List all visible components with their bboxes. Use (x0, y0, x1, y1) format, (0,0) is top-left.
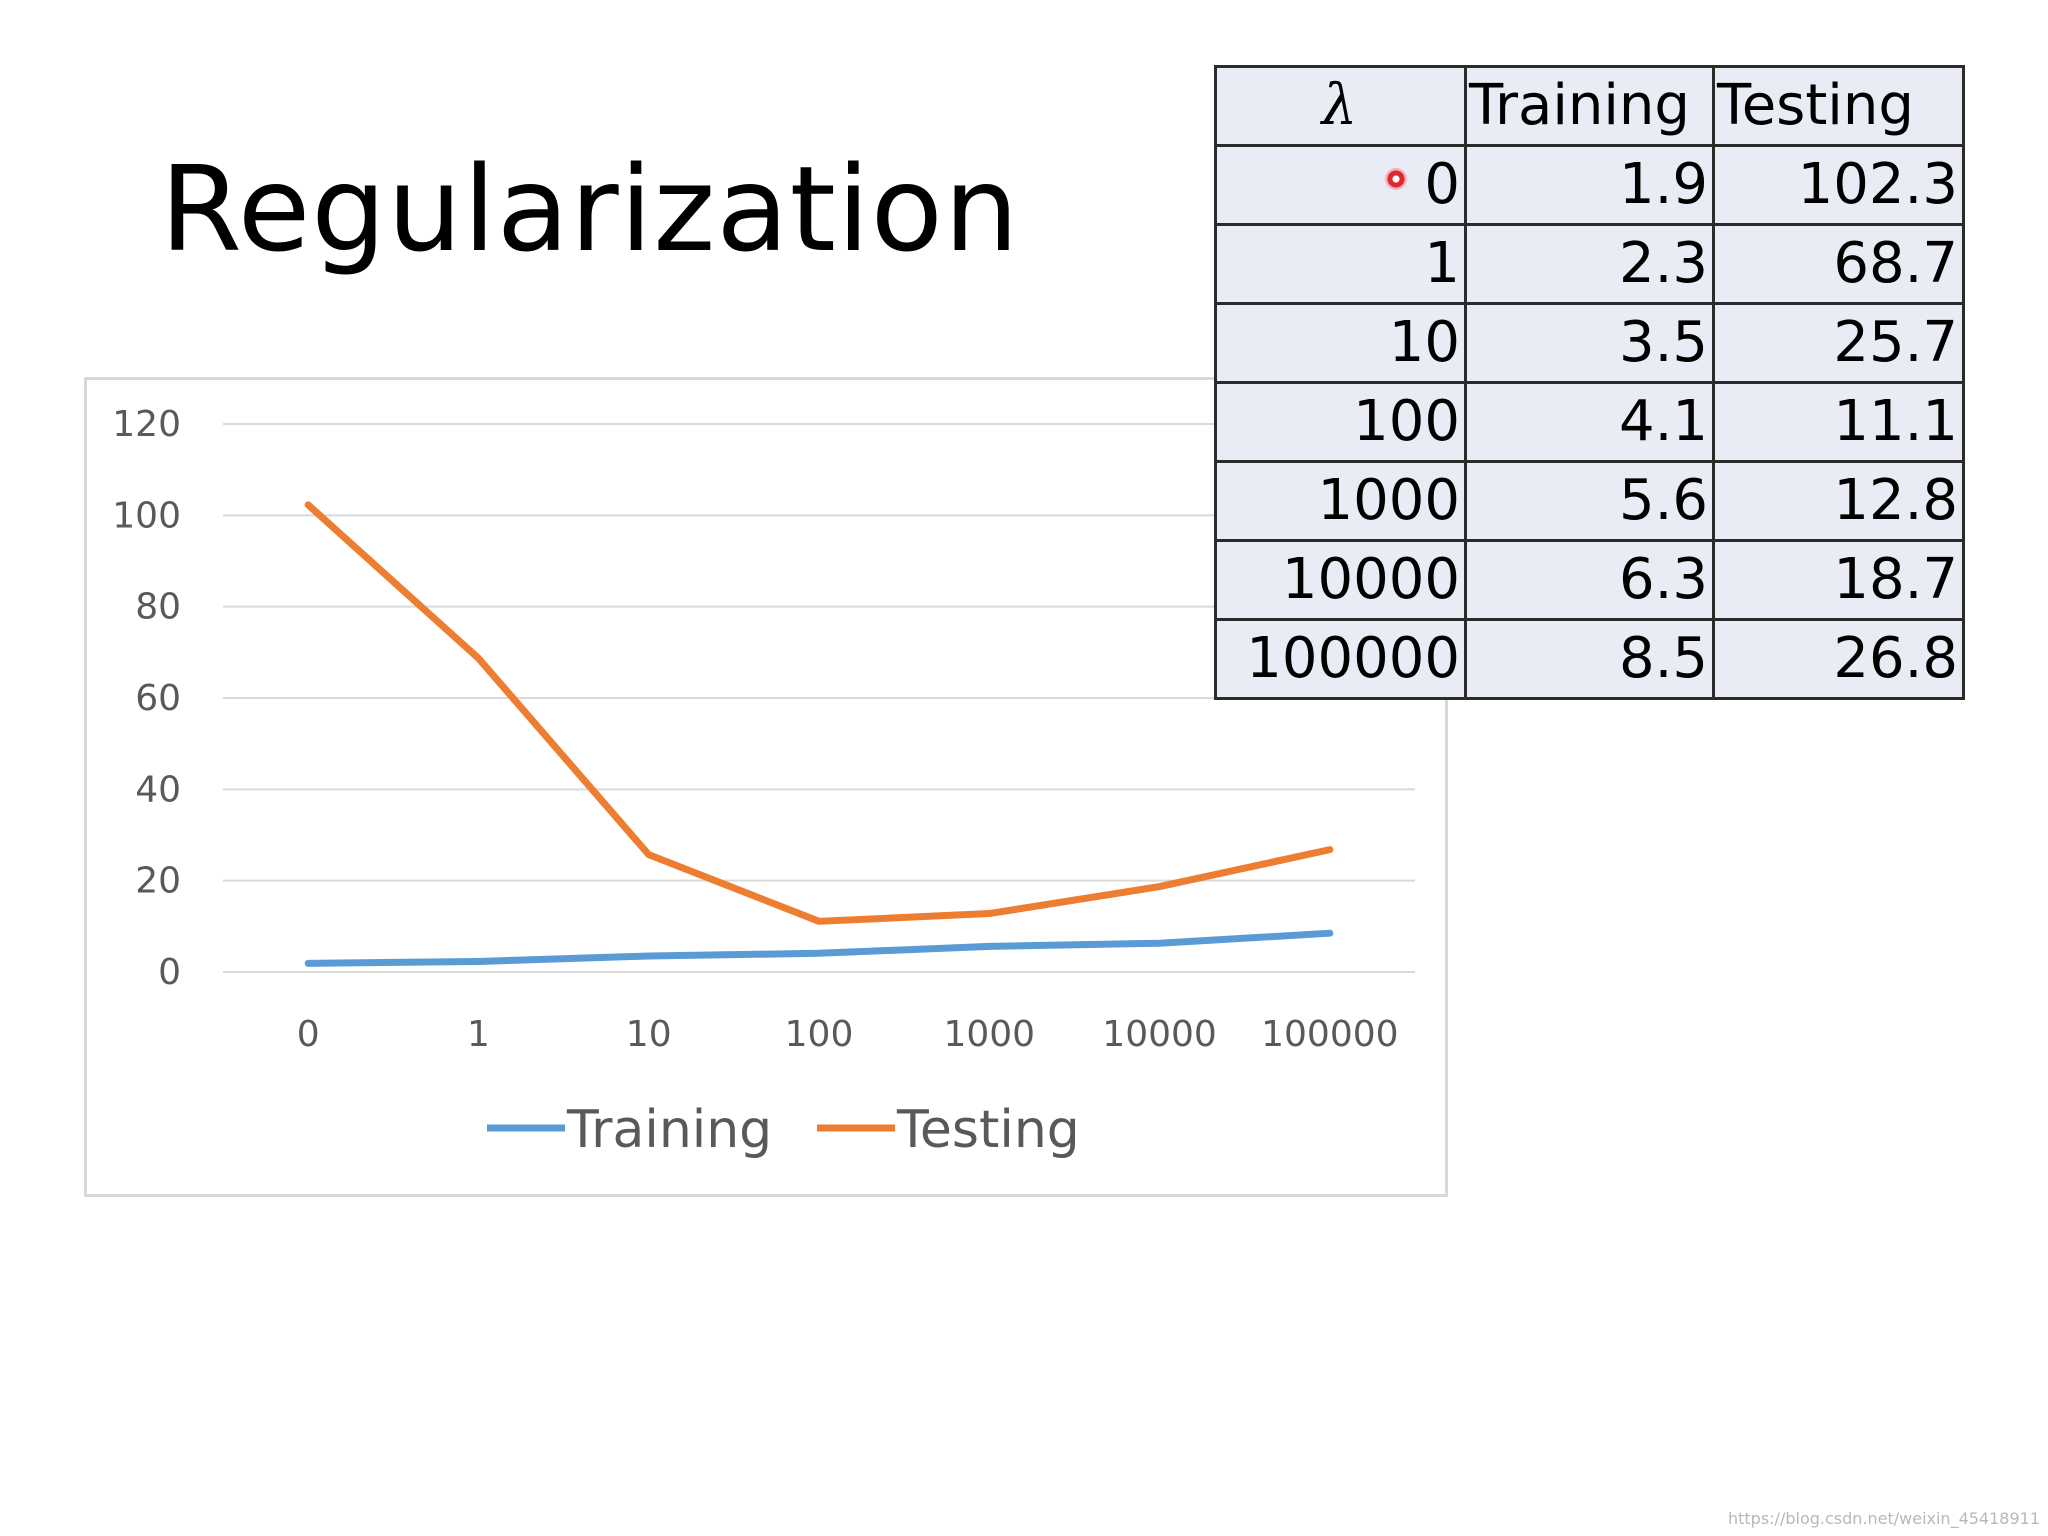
x-tick-label: 10 (626, 1014, 672, 1055)
x-tick-label: 1000 (943, 1014, 1035, 1055)
table-cell-lambda: 100 (1214, 381, 1467, 463)
table-row: 1 2.3 68.7 (1214, 223, 1965, 305)
y-tick-label: 100 (112, 495, 181, 536)
table-row: 10 3.5 25.7 (1214, 302, 1965, 384)
table-cell-training: 1.9 (1464, 144, 1715, 226)
table-cell-testing: 68.7 (1712, 223, 1965, 305)
y-tick-label: 0 (158, 952, 181, 993)
series-line-testing (304, 501, 1334, 925)
table-cell-testing: 11.1 (1712, 381, 1965, 463)
table-cell-lambda: 1 (1214, 223, 1467, 305)
y-tick-label: 20 (135, 861, 181, 902)
table-cell-testing: 25.7 (1712, 302, 1965, 384)
x-tick-label: 100 (785, 1014, 854, 1055)
x-tick-label: 10000 (1102, 1014, 1217, 1055)
table-cell-lambda: 1000 (1214, 460, 1467, 542)
data-table: λ Training Testing 0 1.9 102.3 1 2.3 68.… (1214, 65, 1965, 700)
x-tick-label: 1 (467, 1014, 490, 1055)
table-cell-lambda: 0 (1214, 144, 1467, 226)
y-tick-label: 60 (135, 678, 181, 719)
table-header-training: Training (1464, 65, 1715, 147)
table-cell-training: 2.3 (1464, 223, 1715, 305)
table-cell-testing: 26.8 (1712, 618, 1965, 700)
table-cell-lambda: 10 (1214, 302, 1467, 384)
table-row: 0 1.9 102.3 (1214, 144, 1965, 226)
table-row: 10000 6.3 18.7 (1214, 539, 1965, 621)
table-cell-testing: 12.8 (1712, 460, 1965, 542)
table-cell-lambda: 100000 (1214, 618, 1467, 700)
table-cell-testing: 18.7 (1712, 539, 1965, 621)
slide-title: Regularization (160, 140, 1020, 278)
watermark: https://blog.csdn.net/weixin_45418911 (1727, 1509, 2040, 1528)
table-row: 100 4.1 11.1 (1214, 381, 1965, 463)
table-row: 100000 8.5 26.8 (1214, 618, 1965, 700)
y-tick-label: 80 (135, 587, 181, 628)
legend-label-training: Training (566, 1100, 772, 1160)
table-cell-training: 4.1 (1464, 381, 1715, 463)
table-cell-training: 6.3 (1464, 539, 1715, 621)
table-header-row: λ Training Testing (1214, 65, 1965, 147)
pointer-cursor-icon (1385, 168, 1407, 190)
x-tick-label: 0 (297, 1014, 320, 1055)
x-tick-label: 100000 (1261, 1014, 1398, 1055)
table-cell-training: 3.5 (1464, 302, 1715, 384)
table-header-lambda: λ (1214, 65, 1467, 147)
table-cell-lambda: 10000 (1214, 539, 1467, 621)
table-cell-training: 8.5 (1464, 618, 1715, 700)
y-tick-label: 120 (112, 404, 181, 445)
table-row: 1000 5.6 12.8 (1214, 460, 1965, 542)
table-cell-training: 5.6 (1464, 460, 1715, 542)
legend-label-testing: Testing (896, 1100, 1080, 1160)
series-line-training (304, 929, 1334, 967)
table-header-testing: Testing (1712, 65, 1965, 147)
table-cell-testing: 102.3 (1712, 144, 1965, 226)
y-tick-label: 40 (135, 769, 181, 810)
